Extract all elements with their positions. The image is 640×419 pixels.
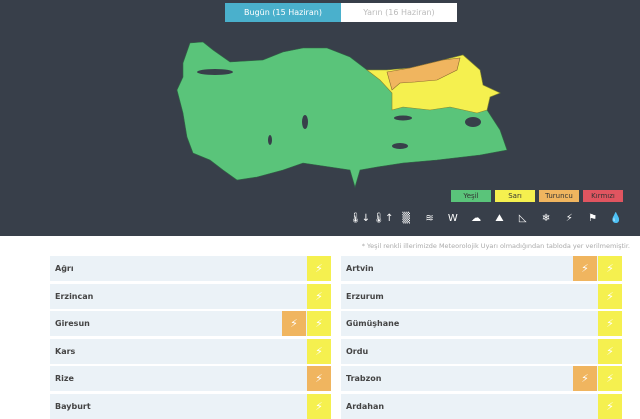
thunderstorm-yellow-warning-icon[interactable]: ⚡ — [307, 393, 331, 419]
province-name: Ardahan — [346, 401, 385, 411]
province-name: Erzincan — [55, 291, 94, 301]
thunderstorm-orange-warning-icon[interactable]: ⚡ — [307, 366, 331, 391]
thunderstorm-orange-warning-icon[interactable]: ⚡ — [573, 366, 597, 391]
thunderstorm-yellow-warning-icon[interactable]: ⚡ — [598, 338, 622, 364]
lakes — [197, 69, 481, 149]
province-row[interactable]: Giresun ⚡ ⚡ — [50, 311, 331, 336]
province-name: Giresun — [55, 319, 90, 328]
thunderstorm-yellow-warning-icon[interactable]: ⚡ — [598, 311, 622, 336]
thunderstorm-yellow-warning-icon[interactable]: ⚡ — [598, 393, 622, 419]
province-row[interactable]: Trabzon ⚡ ⚡ — [341, 366, 622, 391]
wind-icon[interactable]: W — [447, 213, 458, 224]
map-panel: Bugün (15 Haziran) Yarın (16 Haziran) Ye… — [0, 0, 640, 236]
thunderstorm-yellow-warning-icon[interactable]: ⚡ — [307, 338, 331, 364]
province-name: Ağrı — [55, 264, 74, 273]
province-row[interactable]: Artvin ⚡ ⚡ — [341, 256, 622, 281]
footnote: * Yeşil renkli illerimizde Meteorolojik … — [361, 242, 630, 250]
province-row[interactable]: Bayburt ⚡ — [50, 393, 331, 419]
province-row[interactable]: Ardahan ⚡ — [341, 393, 622, 419]
province-name: Kars — [55, 346, 76, 356]
thunderstorm-yellow-warning-icon[interactable]: ⚡ — [598, 366, 622, 391]
landslide-icon[interactable]: ◺ — [518, 213, 527, 224]
province-row[interactable]: Rize ⚡ — [50, 366, 331, 391]
province-name: Rize — [55, 374, 74, 383]
thunderstorm-icon[interactable]: ⚡ — [565, 213, 573, 224]
tab-today[interactable]: Bugün (15 Haziran) — [225, 3, 341, 22]
tab-tomorrow[interactable]: Yarın (16 Haziran) — [341, 3, 457, 22]
province-name: Erzurum — [346, 291, 384, 301]
legend-yellow: Sarı — [495, 190, 535, 202]
province-name: Ordu — [346, 346, 369, 356]
province-name: Gümüşhane — [346, 319, 400, 328]
province-name: Artvin — [346, 264, 374, 273]
province-row[interactable]: Erzurum ⚡ — [341, 283, 622, 309]
fog-icon[interactable]: ▒ — [402, 213, 411, 224]
thunderstorm-yellow-warning-icon[interactable]: ⚡ — [307, 283, 331, 309]
dust-storm-icon[interactable]: ☁ — [471, 213, 482, 224]
province-name: Bayburt — [55, 401, 91, 411]
avalanche-icon[interactable]: ⛰ — [495, 213, 504, 224]
thunderstorm-orange-warning-icon[interactable]: ⚡ — [573, 256, 597, 281]
thunderstorm-yellow-warning-icon[interactable]: ⚡ — [598, 256, 622, 281]
province-row[interactable]: Erzincan ⚡ — [50, 283, 331, 309]
province-row[interactable]: Ordu ⚡ — [341, 338, 622, 364]
thunderstorm-yellow-warning-icon[interactable]: ⚡ — [307, 311, 331, 336]
thunderstorm-yellow-warning-icon[interactable]: ⚡ — [307, 256, 331, 281]
province-row[interactable]: Gümüşhane ⚡ — [341, 311, 622, 336]
map-region-orange — [386, 57, 461, 91]
flood-icon[interactable]: ≋ — [425, 213, 434, 224]
legend: Yeşil Sarı Turuncu Kırmızı — [451, 190, 623, 202]
province-row[interactable]: Ağrı ⚡ — [50, 256, 331, 281]
legend-green: Yeşil — [451, 190, 491, 202]
rain-icon[interactable]: 💧 — [609, 213, 623, 224]
windsock-icon[interactable]: ⚑ — [588, 213, 598, 224]
legend-red: Kırmızı — [583, 190, 623, 202]
province-name: Trabzon — [346, 374, 382, 383]
turkey-warning-map[interactable] — [0, 0, 640, 236]
thunderstorm-orange-warning-icon[interactable]: ⚡ — [282, 311, 306, 336]
snow-icon[interactable]: ❄ — [541, 213, 551, 224]
legend-orange: Turuncu — [539, 190, 579, 202]
hazard-filter-icons: 🌡↓ 🌡↑ ▒ ≋ W ☁ ⛰ ◺ ❄ ⚡ ⚑ 💧 — [348, 213, 628, 224]
thunderstorm-yellow-warning-icon[interactable]: ⚡ — [598, 283, 622, 309]
hot-thermometer-icon[interactable]: 🌡↑ — [372, 213, 394, 224]
province-row[interactable]: Kars ⚡ — [50, 338, 331, 364]
cold-thermometer-icon[interactable]: 🌡↓ — [349, 213, 371, 224]
day-tabs: Bugün (15 Haziran) Yarın (16 Haziran) — [225, 3, 457, 22]
